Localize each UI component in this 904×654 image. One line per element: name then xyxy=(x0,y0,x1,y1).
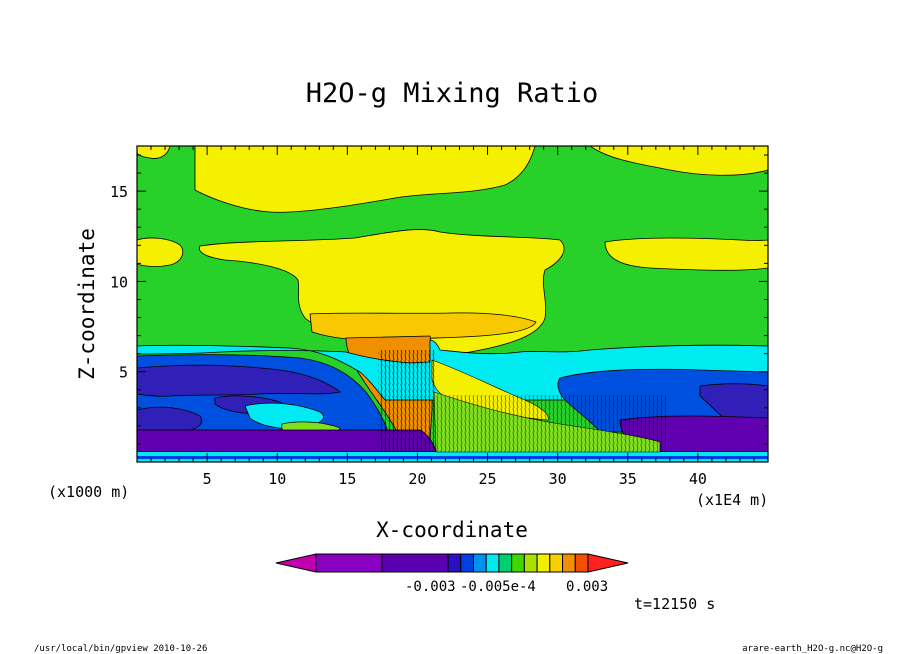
x-tick-label: 10 xyxy=(268,470,286,488)
region-left-band xyxy=(137,237,184,267)
y-tick-label: 10 xyxy=(110,273,128,291)
colorbar-swatch xyxy=(574,553,589,573)
colorbar-swatch xyxy=(472,553,487,573)
x-axis-label: X-coordinate xyxy=(376,518,528,542)
colorbar-swatch xyxy=(447,553,462,573)
colorbar-swatch xyxy=(315,553,383,573)
x-tick-label: 35 xyxy=(619,470,637,488)
colorbar-max-arrow xyxy=(587,553,629,573)
x-tick-label: 30 xyxy=(549,470,567,488)
colorbar-swatch xyxy=(460,553,474,573)
x-tick-label: 5 xyxy=(203,470,212,488)
colorbar xyxy=(275,553,629,573)
x-tick-label: 25 xyxy=(479,470,497,488)
region-upper-band-right xyxy=(589,146,768,176)
region-top-left xyxy=(137,146,171,159)
region-surface-line xyxy=(137,456,768,459)
colorbar-label-2: -0.005e-4 xyxy=(460,579,536,595)
y-tick-label: 15 xyxy=(110,183,128,201)
x-tick-label: 40 xyxy=(689,470,707,488)
region-upper-band xyxy=(194,146,536,213)
plot-frame xyxy=(136,145,769,463)
y-axis-label: Z-coordinate xyxy=(75,228,99,380)
colorbar-min-arrow xyxy=(275,553,317,573)
colorbar-label-3: 0.003 xyxy=(566,579,608,595)
colorbar-swatch xyxy=(523,553,538,573)
y-tick-label: 5 xyxy=(119,364,128,382)
colorbar-swatch xyxy=(381,553,449,573)
turbulence-trail xyxy=(436,395,666,452)
footer-right: arare-earth_H2O-g.nc@H2O-g xyxy=(742,644,883,654)
x-tick-label: 20 xyxy=(408,470,426,488)
contour-field xyxy=(137,146,768,462)
x-unit-right: (x1E4 m) xyxy=(696,491,768,509)
turbulence-core xyxy=(378,350,436,452)
x-axis: 5 10 15 20 25 30 35 40 xyxy=(150,146,755,488)
chart-title: H2O-g Mixing Ratio xyxy=(306,78,599,109)
colorbar-swatch xyxy=(511,553,525,573)
x-tick-label: 15 xyxy=(338,470,356,488)
colorbar-swatch xyxy=(498,553,513,573)
colorbar-swatch xyxy=(562,553,576,573)
footer-left: /usr/local/bin/gpview 2010-10-26 xyxy=(34,644,207,654)
x-unit-left: (x1000 m) xyxy=(48,483,129,501)
region-right-band xyxy=(604,237,768,271)
colorbar-label-1: -0.003 xyxy=(405,579,456,595)
region-lower-navy xyxy=(137,364,341,397)
colorbar-swatch xyxy=(549,553,564,573)
y-axis: 5 10 15 xyxy=(110,154,768,445)
colorbar-swatch xyxy=(536,553,551,573)
time-annotation: t=12150 s xyxy=(634,595,715,613)
colorbar-swatch xyxy=(485,553,500,573)
